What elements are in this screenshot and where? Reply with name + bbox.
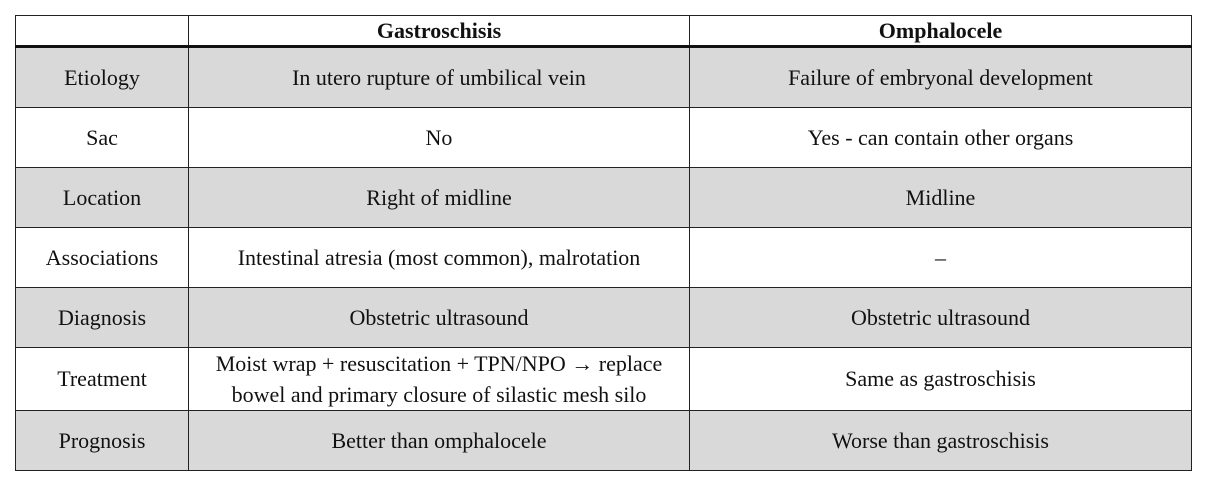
row-label: Prognosis [15,410,189,471]
row-diagnosis: Diagnosis Obstetric ultrasound Obstetric… [15,287,1192,348]
row-label: Location [15,167,189,228]
row-associations: Associations Intestinal atresia (most co… [15,227,1192,288]
omphalocele-cell: Failure of embryonal development [689,46,1192,108]
gastroschisis-cell: Moist wrap + resuscitation + TPN/NPO → r… [188,347,690,411]
header-row: Gastroschisis Omphalocele [15,15,1192,48]
row-prognosis: Prognosis Better than omphalocele Worse … [15,410,1192,471]
gastroschisis-cell: Right of midline [188,167,690,228]
header-corner-cell [15,15,189,48]
row-etiology: Etiology In utero rupture of umbilical v… [15,46,1192,108]
gastroschisis-cell: Intestinal atresia (most common), malrot… [188,227,690,288]
row-label: Associations [15,227,189,288]
treatment-text: Moist wrap + resuscitation + TPN/NPO → r… [215,351,663,407]
omphalocele-cell: Worse than gastroschisis [689,410,1192,471]
row-treatment: Treatment Moist wrap + resuscitation + T… [15,347,1192,411]
omphalocele-cell: Same as gastroschisis [689,347,1192,411]
gastroschisis-cell: In utero rupture of umbilical vein [188,46,690,108]
comparison-table: Gastroschisis Omphalocele Etiology In ut… [15,15,1192,471]
row-sac: Sac No Yes - can contain other organs [15,107,1192,168]
gastroschisis-cell: No [188,107,690,168]
gastroschisis-cell: Obstetric ultrasound [188,287,690,348]
gastroschisis-cell: Better than omphalocele [188,410,690,471]
omphalocele-cell: Midline [689,167,1192,228]
row-label: Diagnosis [15,287,189,348]
row-label: Sac [15,107,189,168]
row-label: Etiology [15,46,189,108]
omphalocele-cell: Yes - can contain other organs [689,107,1192,168]
header-omphalocele: Omphalocele [689,15,1192,48]
row-label: Treatment [15,347,189,411]
header-gastroschisis: Gastroschisis [188,15,690,48]
row-location: Location Right of midline Midline [15,167,1192,228]
omphalocele-cell: – [689,227,1192,288]
omphalocele-cell: Obstetric ultrasound [689,287,1192,348]
